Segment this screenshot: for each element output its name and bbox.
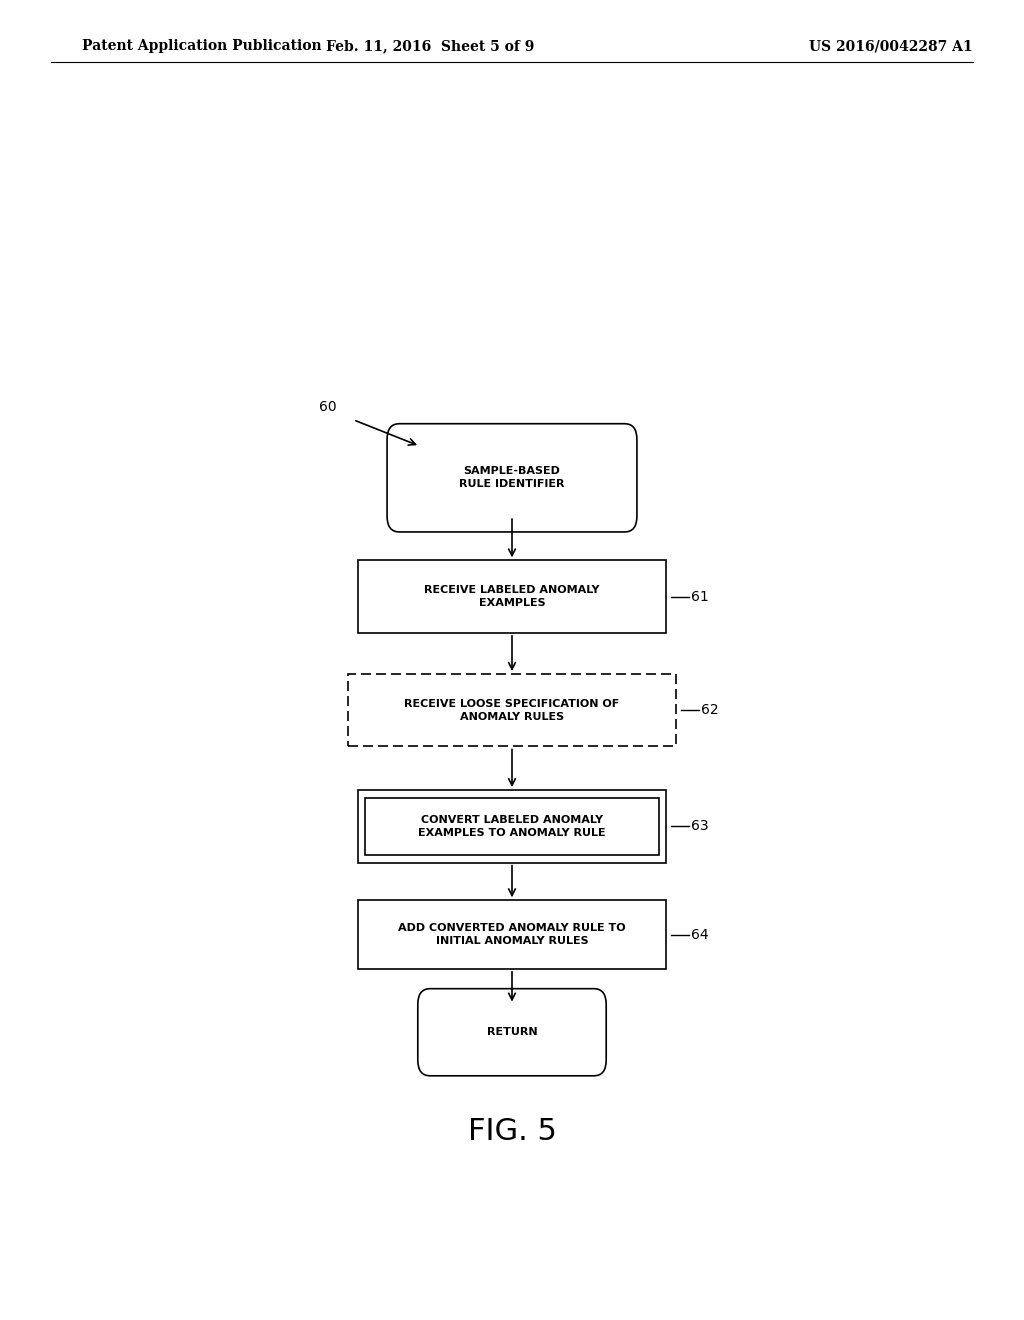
Text: 62: 62 bbox=[701, 704, 719, 717]
Text: 61: 61 bbox=[691, 590, 709, 603]
FancyBboxPatch shape bbox=[418, 989, 606, 1076]
Text: RECEIVE LABELED ANOMALY
EXAMPLES: RECEIVE LABELED ANOMALY EXAMPLES bbox=[424, 585, 600, 609]
Text: US 2016/0042287 A1: US 2016/0042287 A1 bbox=[809, 40, 973, 53]
Bar bbox=[348, 673, 676, 747]
Text: FIG. 5: FIG. 5 bbox=[468, 1117, 556, 1146]
Bar bbox=[365, 797, 659, 855]
Text: RETURN: RETURN bbox=[486, 1027, 538, 1038]
Text: Patent Application Publication: Patent Application Publication bbox=[82, 40, 322, 53]
Text: ADD CONVERTED ANOMALY RULE TO
INITIAL ANOMALY RULES: ADD CONVERTED ANOMALY RULE TO INITIAL AN… bbox=[398, 923, 626, 946]
Text: 64: 64 bbox=[691, 928, 709, 941]
Text: Feb. 11, 2016  Sheet 5 of 9: Feb. 11, 2016 Sheet 5 of 9 bbox=[326, 40, 535, 53]
Text: SAMPLE-BASED
RULE IDENTIFIER: SAMPLE-BASED RULE IDENTIFIER bbox=[459, 466, 565, 490]
Bar bbox=[358, 900, 666, 969]
Text: RECEIVE LOOSE SPECIFICATION OF
ANOMALY RULES: RECEIVE LOOSE SPECIFICATION OF ANOMALY R… bbox=[404, 698, 620, 722]
Bar bbox=[358, 560, 666, 632]
Text: CONVERT LABELED ANOMALY
EXAMPLES TO ANOMALY RULE: CONVERT LABELED ANOMALY EXAMPLES TO ANOM… bbox=[418, 814, 606, 838]
Text: 63: 63 bbox=[691, 820, 709, 833]
Bar bbox=[358, 789, 666, 863]
Text: 60: 60 bbox=[318, 400, 337, 413]
FancyBboxPatch shape bbox=[387, 424, 637, 532]
